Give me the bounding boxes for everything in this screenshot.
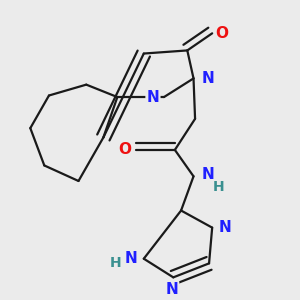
Text: N: N <box>147 90 159 105</box>
Text: H: H <box>213 180 224 194</box>
Text: N: N <box>201 167 214 182</box>
Text: O: O <box>118 142 131 158</box>
Text: N: N <box>201 71 214 86</box>
Text: O: O <box>215 26 228 41</box>
Text: N: N <box>219 220 232 235</box>
Text: N: N <box>165 282 178 297</box>
Text: N: N <box>125 251 138 266</box>
Text: H: H <box>110 256 122 270</box>
